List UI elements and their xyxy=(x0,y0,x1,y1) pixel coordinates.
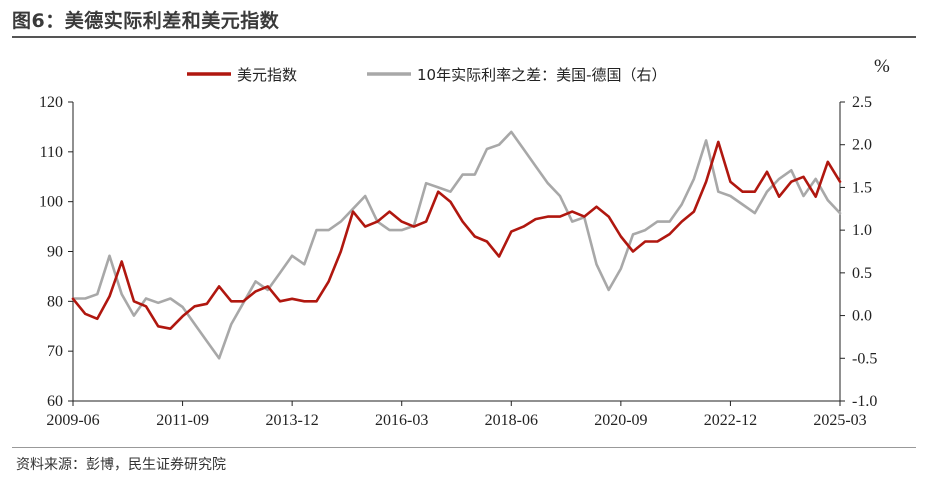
chart-lines xyxy=(71,130,842,360)
y2-tick-label: 1.5 xyxy=(852,179,872,196)
series-line-dollar-index xyxy=(71,140,842,331)
x-tick-label: 2013-12 xyxy=(265,412,318,429)
x-tick-label: 2020-09 xyxy=(594,412,647,429)
y-tick-label: 120 xyxy=(39,94,63,111)
y2-tick-label: 2.0 xyxy=(852,137,872,154)
legend-label-real-rate-spread: 10年实际利率之差：美国-德国（右） xyxy=(417,66,667,84)
y-tick-label: 70 xyxy=(47,343,63,360)
y-tick-label: 90 xyxy=(47,244,63,261)
legend-label-dollar-index: 美元指数 xyxy=(237,66,297,84)
chart-title: 图6：美德实际利差和美元指数 xyxy=(12,10,280,32)
x-tick-label: 2016-03 xyxy=(375,412,428,429)
y-tick-label: 60 xyxy=(47,393,63,410)
y2-tick-label: -1.0 xyxy=(852,393,877,410)
x-tick-label: 2022-12 xyxy=(704,412,757,429)
title-rule xyxy=(12,36,916,38)
x-tick-label: 2009-06 xyxy=(46,412,99,429)
x-tick-label: 2018-06 xyxy=(485,412,538,429)
y-tick-label: 80 xyxy=(47,293,63,310)
y-tick-label: 100 xyxy=(39,194,63,211)
y2-tick-label: 0.0 xyxy=(852,308,872,325)
chart-legend: 美元指数 10年实际利率之差：美国-德国（右） xyxy=(187,66,667,84)
y2-tick-label: 1.0 xyxy=(852,222,872,239)
right-axis-unit-label: % xyxy=(874,56,890,77)
source-note: 资料来源：彭博，民生证券研究院 xyxy=(16,457,226,473)
y2-tick-label: 0.5 xyxy=(852,265,872,282)
y2-tick-label: 2.5 xyxy=(852,94,872,111)
chart-axes: 60 70 80 90 100 110 120 -1.0 -0.5 0.0 0.5 1.0 1.5 2.0… xyxy=(39,94,877,429)
x-tick-label: 2025-03 xyxy=(813,412,866,429)
y2-tick-label: -0.5 xyxy=(852,350,877,367)
y-tick-label: 110 xyxy=(40,144,63,161)
x-tick-label: 2011-09 xyxy=(156,412,209,429)
source-rule xyxy=(12,447,916,448)
